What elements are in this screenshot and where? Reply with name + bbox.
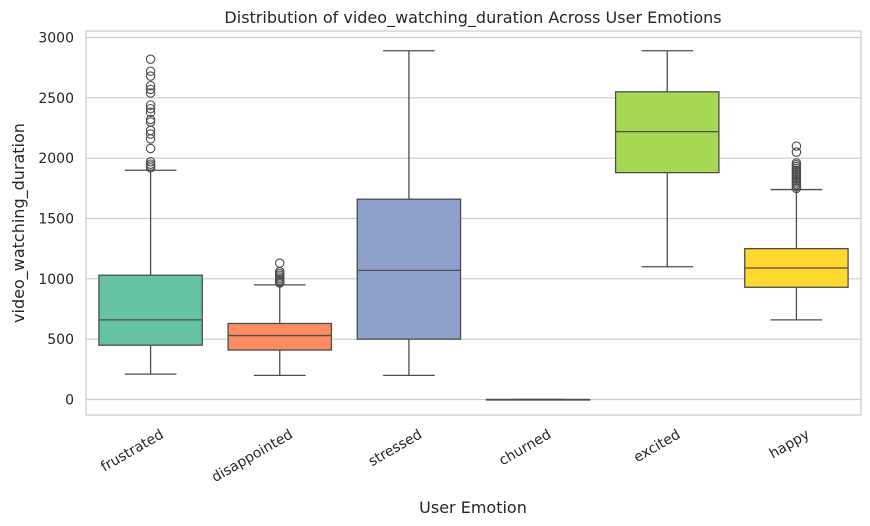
outlier-point — [145, 54, 156, 64]
outlier-point — [145, 71, 156, 81]
y-tick-label: 2000 — [38, 151, 74, 167]
outlier-point — [145, 84, 156, 95]
outlier-point — [791, 141, 802, 151]
outlier-point — [145, 157, 156, 167]
outlier-point — [274, 258, 285, 268]
y-tick-label: 500 — [47, 332, 74, 348]
outlier-point — [145, 143, 156, 154]
outlier-point — [145, 88, 156, 98]
outlier-point — [791, 158, 802, 168]
box-churned — [485, 398, 591, 401]
outlier-point — [145, 117, 156, 127]
box-frustrated — [98, 54, 203, 375]
outlier-point — [145, 66, 156, 77]
y-axis-ticks: 0 500 1000 1500 2000 2500 3000 — [38, 31, 74, 409]
chart-title: Distribution of video_watching_duration … — [224, 8, 721, 28]
outlier-point — [145, 107, 156, 118]
outlier-point — [145, 103, 156, 114]
box-iqr — [227, 322, 333, 351]
box-iqr — [356, 198, 462, 340]
y-axis-label: video_watching_duration — [9, 123, 29, 323]
box-iqr — [98, 274, 203, 346]
box-happy — [744, 141, 849, 321]
outlier-point — [145, 114, 156, 125]
outlier-point — [791, 147, 802, 157]
x-axis-label: User Emotion — [419, 498, 527, 517]
outlier-point — [145, 81, 156, 91]
outlier-point — [145, 129, 156, 139]
box-stressed — [356, 50, 462, 377]
outlier-point — [145, 159, 156, 169]
y-tick-label: 1000 — [38, 272, 74, 288]
gridlines — [86, 36, 861, 401]
outlier-point — [145, 100, 156, 110]
y-tick-label: 0 — [65, 393, 74, 409]
plot-area-frame — [85, 30, 862, 416]
y-tick-label: 2500 — [38, 91, 74, 107]
box-series — [98, 50, 849, 401]
box-excited — [614, 50, 720, 268]
y-tick-label: 1500 — [38, 212, 74, 228]
y-tick-label: 3000 — [38, 31, 74, 47]
box-disappointed — [227, 258, 333, 377]
